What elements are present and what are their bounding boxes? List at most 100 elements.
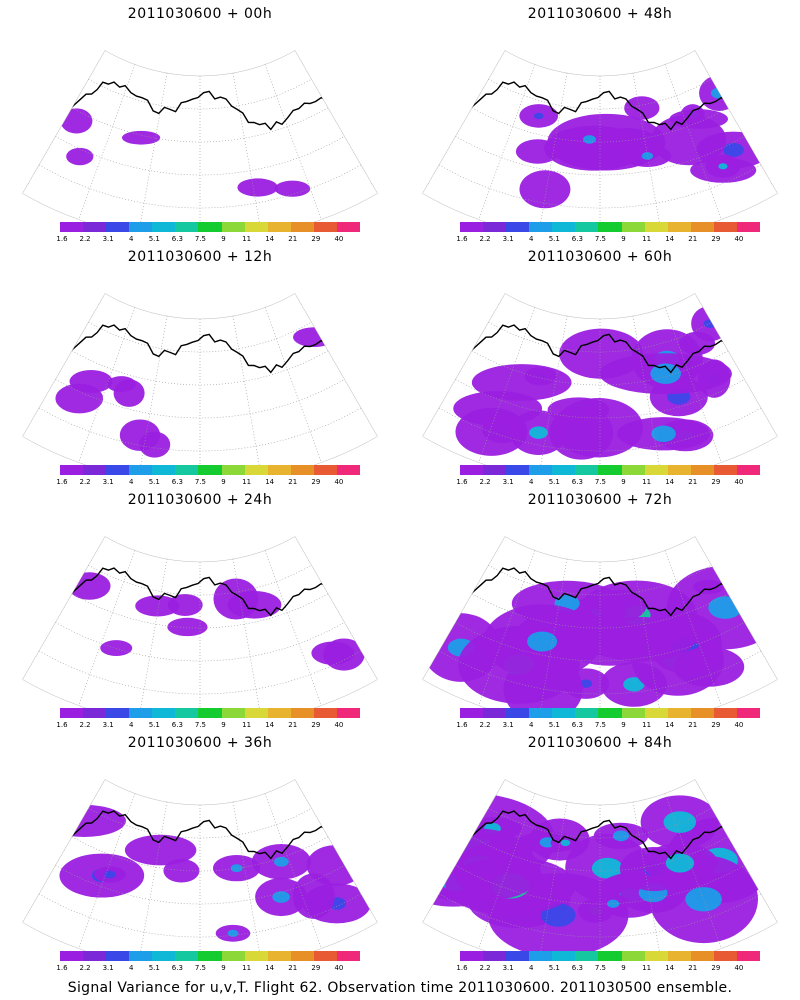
parallel-line bbox=[88, 321, 312, 353]
map-plot bbox=[22, 779, 378, 951]
meridian-line bbox=[78, 307, 136, 463]
colorbar-swatch bbox=[336, 951, 361, 961]
colorbar-label: 9 bbox=[221, 721, 226, 729]
colorbar-label: 21 bbox=[288, 478, 298, 486]
colorbar-label: 21 bbox=[288, 964, 298, 972]
colorbar-label: 14 bbox=[265, 964, 275, 972]
panel-title: 2011030600 + 36h bbox=[127, 735, 273, 751]
colorbar-swatch bbox=[575, 222, 599, 232]
colorbar-swatch bbox=[621, 465, 645, 475]
colorbar-swatch bbox=[60, 951, 84, 961]
colorbar-swatch bbox=[106, 951, 130, 961]
coastline bbox=[429, 81, 767, 131]
variance-core bbox=[227, 929, 239, 937]
parallel-line bbox=[71, 350, 329, 386]
colorbar-label: 5.1 bbox=[148, 964, 160, 972]
colorbar-swatch bbox=[644, 465, 668, 475]
variance-region bbox=[55, 383, 104, 414]
parallel-line bbox=[71, 593, 329, 629]
colorbar-label: 5.1 bbox=[148, 721, 160, 729]
variance-core bbox=[612, 830, 630, 842]
colorbar-label: 29 bbox=[311, 235, 321, 243]
variance-core bbox=[591, 857, 623, 879]
colorbar-label: 29 bbox=[311, 478, 321, 486]
colorbar-label: 9 bbox=[221, 964, 226, 972]
colorbar-label: 40 bbox=[734, 235, 744, 243]
colorbar-swatch bbox=[460, 951, 484, 961]
colorbar-swatch bbox=[690, 222, 714, 232]
colorbar-labels: 1.6 2.2 3.1 4 5.1 6.3 7.5 9 11 14 21 29 40 bbox=[450, 721, 770, 731]
colorbar-label: 40 bbox=[734, 964, 744, 972]
colorbar-label: 29 bbox=[711, 235, 721, 243]
colorbar-label: 3.1 bbox=[102, 235, 114, 243]
variance-region bbox=[519, 170, 571, 209]
parallel-line bbox=[488, 78, 712, 110]
colorbar bbox=[60, 708, 361, 718]
meridian-line bbox=[478, 550, 536, 706]
colorbar-label: 14 bbox=[265, 721, 275, 729]
colorbar-label: 9 bbox=[621, 235, 626, 243]
colorbar-label: 11 bbox=[642, 721, 652, 729]
variance-region bbox=[669, 109, 728, 129]
colorbar-label: 6.3 bbox=[171, 235, 183, 243]
variance-region bbox=[453, 391, 543, 426]
panel-title: 2011030600 + 12h bbox=[127, 249, 273, 265]
colorbar-label: 40 bbox=[334, 964, 344, 972]
variance-region bbox=[293, 327, 336, 347]
colorbar-label: 2.2 bbox=[79, 721, 91, 729]
meridian-line bbox=[232, 802, 262, 951]
colorbar-swatch bbox=[60, 465, 84, 475]
variance-region bbox=[586, 617, 696, 662]
colorbar-label: 21 bbox=[688, 964, 698, 972]
colorbar-swatch bbox=[483, 708, 507, 718]
colorbar-label: 21 bbox=[688, 235, 698, 243]
parallel-line bbox=[488, 564, 712, 596]
meridian-line bbox=[538, 73, 568, 222]
colorbar-label: 11 bbox=[642, 235, 652, 243]
variance-region bbox=[163, 858, 200, 883]
colorbar-label: 1.6 bbox=[56, 235, 68, 243]
colorbar-swatch bbox=[506, 465, 530, 475]
colorbar-swatch bbox=[713, 465, 737, 475]
colorbar-label: 1.6 bbox=[456, 964, 468, 972]
colorbar-label: 40 bbox=[334, 721, 344, 729]
map-plot bbox=[22, 293, 378, 465]
coastline bbox=[29, 810, 367, 860]
map-plot bbox=[22, 536, 378, 708]
variance-core bbox=[104, 870, 116, 879]
colorbar-swatch bbox=[152, 465, 176, 475]
meridian-line bbox=[264, 307, 322, 463]
meridian-line bbox=[138, 316, 168, 465]
colorbar-swatch bbox=[267, 465, 291, 475]
variance-core bbox=[533, 112, 544, 120]
colorbar-label: 2.2 bbox=[479, 721, 491, 729]
variance-region bbox=[100, 640, 133, 656]
colorbar-label: 21 bbox=[688, 478, 698, 486]
colorbar-label: 21 bbox=[288, 235, 298, 243]
meridian-line bbox=[478, 64, 536, 220]
colorbar-swatch bbox=[313, 465, 337, 475]
variance-core bbox=[718, 163, 728, 170]
colorbar-swatch bbox=[667, 951, 691, 961]
colorbar-swatch bbox=[83, 222, 107, 232]
colorbar-swatch bbox=[690, 951, 714, 961]
colorbar-label: 14 bbox=[665, 721, 675, 729]
colorbar-swatch bbox=[198, 222, 222, 232]
variance-region bbox=[274, 180, 311, 197]
variance-core bbox=[710, 87, 728, 99]
map-boundary bbox=[422, 536, 778, 708]
colorbar-swatch bbox=[106, 465, 130, 475]
meridian-line bbox=[632, 802, 662, 951]
map-boundary bbox=[22, 293, 378, 465]
parallel-line bbox=[55, 865, 345, 905]
colorbar-label: 21 bbox=[288, 721, 298, 729]
colorbar-label: 3.1 bbox=[502, 721, 514, 729]
variance-region bbox=[213, 578, 259, 620]
colorbar-swatch bbox=[221, 708, 245, 718]
map-boundary bbox=[422, 293, 778, 465]
colorbar-label: 5.1 bbox=[148, 478, 160, 486]
colorbar-swatch bbox=[736, 708, 761, 718]
colorbar-swatch bbox=[529, 222, 553, 232]
colorbar-label: 9 bbox=[621, 964, 626, 972]
panel-title: 2011030600 + 48h bbox=[527, 6, 673, 22]
